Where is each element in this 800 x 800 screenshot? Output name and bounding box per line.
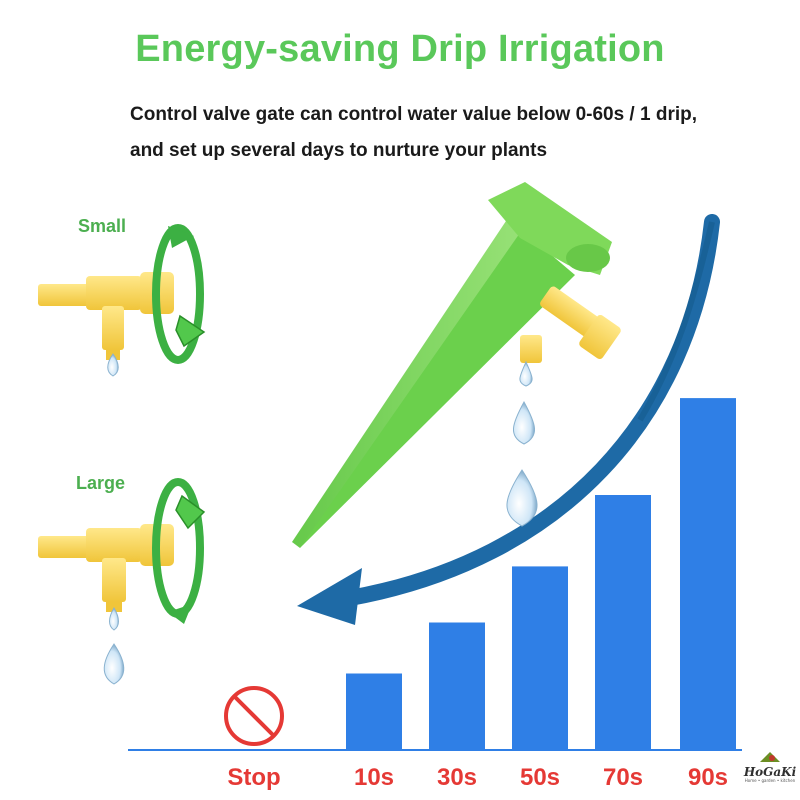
bar-10s (346, 673, 402, 750)
small-valve-icon (38, 272, 174, 377)
rotate-cw-arrow-icon (152, 478, 206, 624)
category-label-stop: Stop (227, 764, 281, 791)
brand-tagline: Home • garden • kitchen (744, 778, 796, 783)
description-line-1: Control valve gate can control water val… (130, 104, 698, 125)
category-label-70s: 70s (602, 764, 644, 791)
bar-90s (680, 398, 736, 750)
small-flow-label: Small (78, 216, 127, 236)
bar-70s (595, 495, 651, 750)
rotate-ccw-arrow-icon (152, 224, 206, 364)
chart-bars (346, 398, 736, 750)
category-label-50s: 50s (519, 764, 561, 791)
bar-30s (429, 622, 485, 750)
category-label-30s: 30s (436, 764, 478, 791)
bar-50s (512, 566, 568, 750)
large-flow-label: Large (76, 473, 126, 493)
logo-icon (760, 752, 780, 762)
brand-name: HoGaKi (743, 765, 797, 779)
water-drop-icon (506, 360, 538, 527)
decreasing-arrow-icon (297, 214, 720, 625)
brand-logo: HoGaKi Home • garden • kitchen (742, 752, 798, 783)
prohibited-icon (224, 686, 284, 746)
irrigation-spike-icon (292, 182, 621, 548)
category-label-10s: 10s (353, 764, 395, 791)
description-line-2: and set up several days to nurture your … (130, 140, 548, 161)
category-label-90s: 90s (687, 764, 729, 791)
page-title: Energy-saving Drip Irrigation (135, 28, 665, 70)
